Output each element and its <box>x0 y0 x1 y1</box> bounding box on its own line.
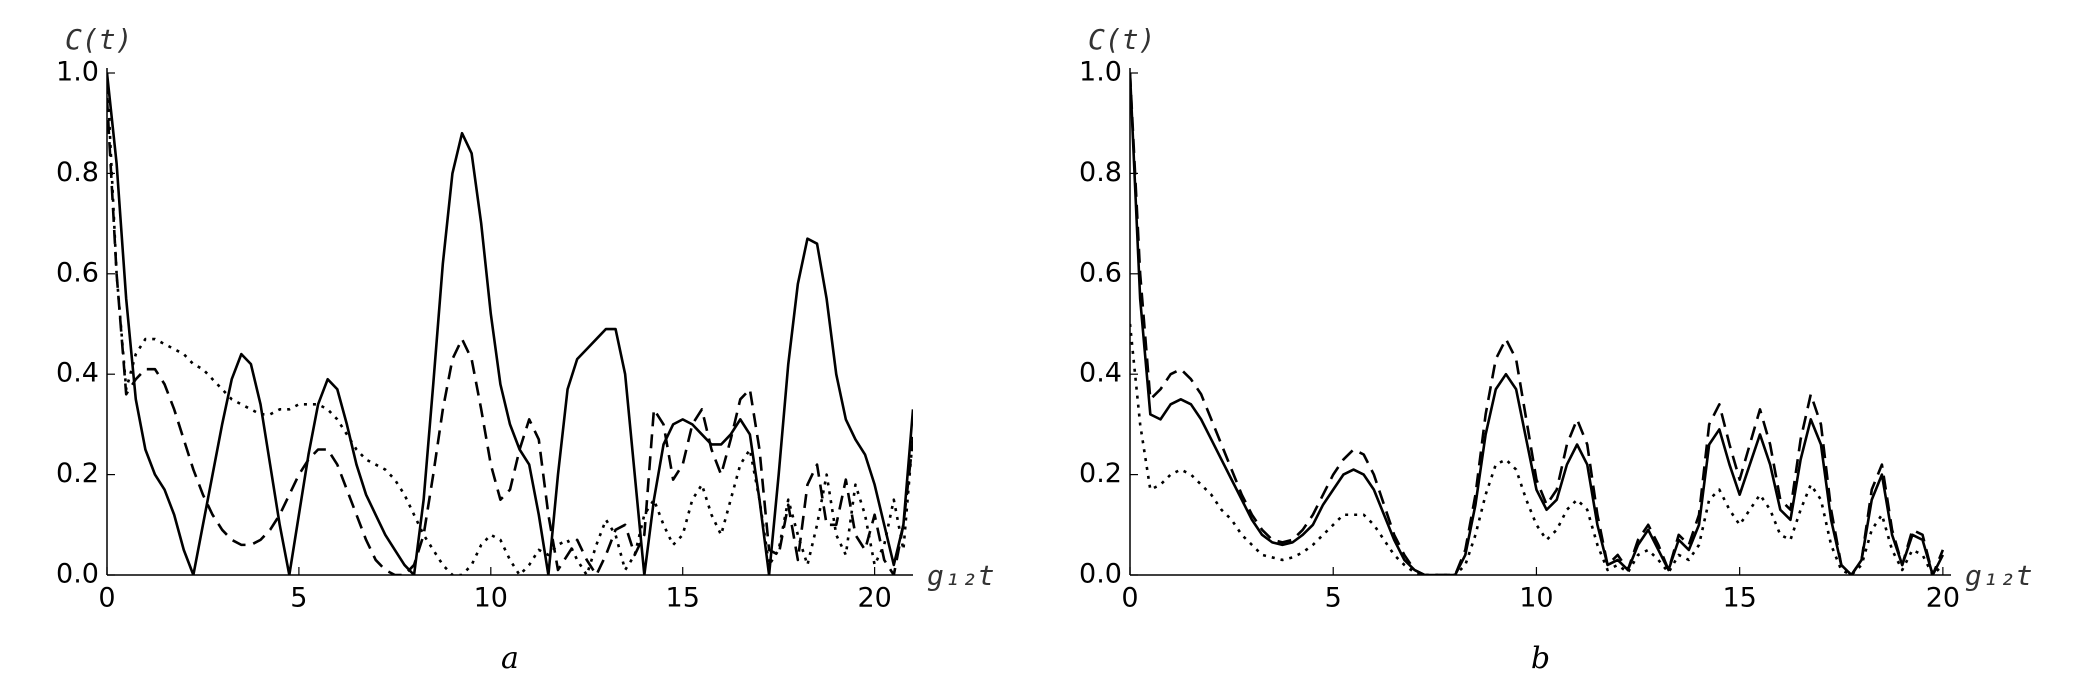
x-tick-label: 10 <box>474 583 508 614</box>
y-tick-label: 0.8 <box>56 157 99 188</box>
x-tick-label: 15 <box>1722 583 1756 614</box>
y-tick-label: 1.0 <box>1079 57 1122 88</box>
y-axis-label: C(t) <box>1088 23 1155 56</box>
x-tick-label: 15 <box>666 583 700 614</box>
y-tick-label: 0.6 <box>56 257 99 288</box>
y-tick-label: 0.2 <box>56 458 99 489</box>
x-axis-label: g₁₂t <box>1965 559 2032 592</box>
panel-label: b <box>1531 641 1550 676</box>
x-tick-label: 5 <box>1325 583 1342 614</box>
y-tick-label: 0.0 <box>1079 559 1122 590</box>
x-tick-label: 0 <box>1121 583 1138 614</box>
data-line <box>1130 72 1945 575</box>
y-tick-label: 0.2 <box>1079 458 1122 489</box>
x-tick-label: 20 <box>1926 583 1960 614</box>
x-tick-label: 5 <box>290 583 307 614</box>
y-axis-label: C(t) <box>65 23 132 56</box>
x-tick-label: 10 <box>1519 583 1553 614</box>
x-tick-label: 20 <box>857 583 891 614</box>
y-tick-label: 0.6 <box>1079 257 1122 288</box>
y-tick-label: 0.8 <box>1079 157 1122 188</box>
data-line <box>107 98 913 575</box>
x-tick-label: 0 <box>98 583 115 614</box>
y-tick-label: 1.0 <box>56 57 99 88</box>
x-axis-label: g₁₂t <box>927 559 994 592</box>
y-tick-label: 0.0 <box>56 559 99 590</box>
y-tick-label: 0.4 <box>1079 358 1122 389</box>
panel-label: a <box>501 641 519 676</box>
data-line <box>1130 72 1945 575</box>
y-tick-label: 0.4 <box>56 358 99 389</box>
data-line <box>1130 323 1944 575</box>
data-line <box>107 72 913 575</box>
